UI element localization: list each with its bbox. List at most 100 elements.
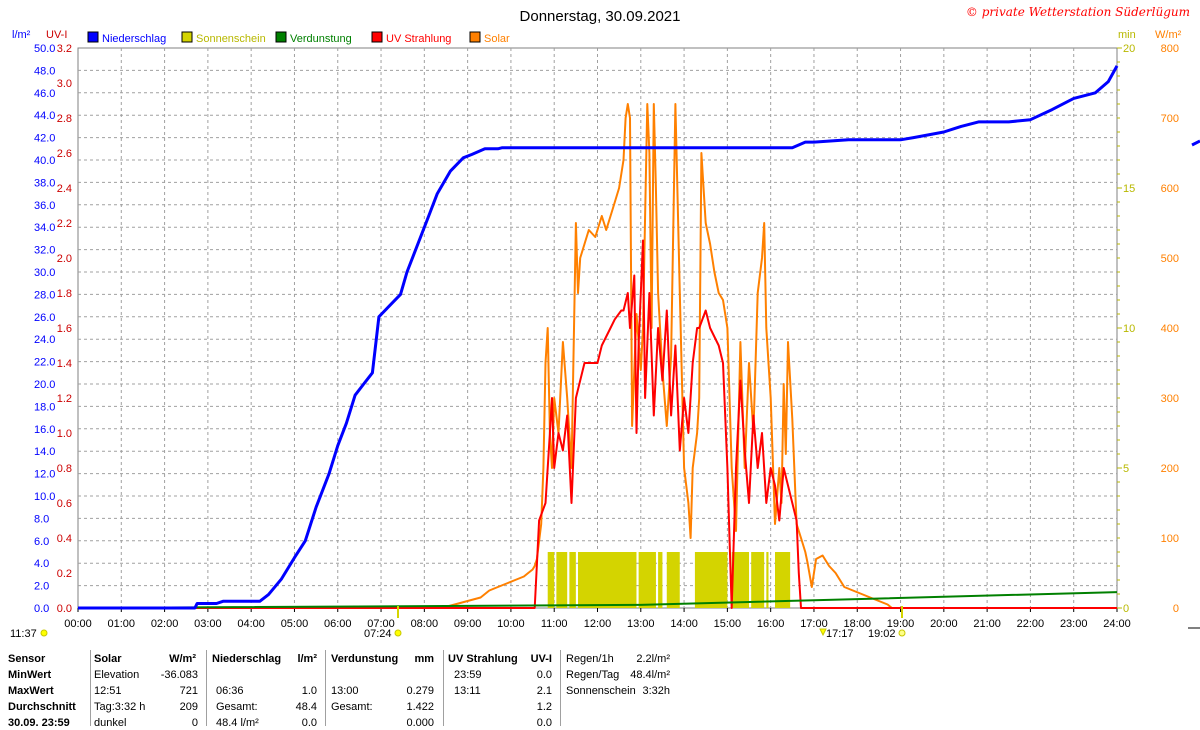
x-tick-label: 01:00 (108, 618, 136, 630)
stats-regen-value: 3:32h (642, 685, 670, 697)
sun-marker (40, 629, 48, 637)
precip-tick-label: 0.0 (34, 603, 49, 615)
sun-tick-label: 0 (1123, 603, 1129, 615)
stats-header-sensor: Sensor (8, 653, 46, 665)
x-tick-label: 06:00 (324, 618, 352, 630)
sunshine-bar (751, 552, 765, 608)
stats-unit-uv: UV-I (530, 653, 552, 665)
precip-tick-label: 8.0 (34, 513, 49, 525)
table-divider (443, 650, 444, 726)
uv-tick-label: 2.0 (57, 253, 72, 265)
stats-evap-label: Gesamt: (331, 701, 373, 713)
sun-tick-label: 15 (1123, 183, 1135, 195)
uv-tick-label: 1.8 (57, 288, 72, 300)
uv-tick-label: 1.2 (57, 393, 72, 405)
uv-tick-label: 0.4 (57, 533, 72, 545)
stats-precip-label: 06:36 (216, 685, 244, 697)
stats-regen-value: 2.2l/m² (636, 653, 670, 665)
weather-chart: 0.0 2.0 4.0 6.0 8.0 10.0 12.0 14.0 16.0 18.0 20.0 2… (10, 5, 1200, 640)
x-tick-label: 24:00 (1103, 618, 1131, 630)
stats-evap-value: 0.000 (406, 717, 434, 729)
stats-unit-evap: mm (414, 653, 434, 665)
precip-tick-label: 18.0 (34, 401, 55, 413)
x-tick-label: 02:00 (151, 618, 179, 630)
precip-tick-label: 26.0 (34, 312, 55, 324)
stats-precip-label: 48.4 l/m² (216, 717, 259, 729)
sun-marker (898, 629, 906, 637)
x-tick-label: 22:00 (1017, 618, 1045, 630)
stats-uv-label: 13:11 (454, 685, 481, 697)
precip-tick-label: 2.0 (34, 581, 49, 593)
stats-unit-solar: W/m² (169, 653, 196, 665)
sunshine-bar (547, 552, 555, 608)
precip-tick-label: 22.0 (34, 357, 55, 369)
x-tick-label: 12:00 (584, 618, 612, 630)
sunshine-bar (569, 552, 576, 608)
sunshine-bar (578, 552, 637, 608)
legend-swatch (181, 31, 193, 43)
precip-tick-label: 46.0 (34, 88, 55, 100)
stats-header-evap: Verdunstung (331, 653, 399, 665)
sunshine-bar (731, 552, 750, 608)
chart-title: Donnerstag, 30.09.2021 (520, 8, 681, 25)
x-tick-label: 08:00 (411, 618, 439, 630)
stats-header-precip: Niederschlag (212, 653, 282, 665)
stats-precip-label: Gesamt: (216, 701, 258, 713)
time-label: 19:02 (868, 628, 896, 640)
stats-evap-label: 13:00 (331, 685, 359, 697)
sunshine-bar (556, 552, 568, 608)
stats-precip-value: 48.4 (295, 701, 317, 713)
statistics-table: Sensor MinWert MaxWert Durchschnitt 30.09. 2… (0, 648, 1200, 729)
uv-tick-label: 0.6 (57, 498, 72, 510)
x-tick-label: 18:00 (843, 618, 871, 630)
stats-header-uv: UV Strahlung (448, 653, 518, 665)
stats-uv-value: 0.0 (536, 717, 552, 729)
table-divider (325, 650, 326, 726)
legend-swatch (275, 31, 287, 43)
solar-tick-label: 500 (1161, 253, 1179, 265)
sunrise-label: 11:37 (10, 628, 37, 640)
stats-row-label: Durchschnitt (8, 701, 76, 713)
precip-tick-label: 10.0 (34, 491, 55, 503)
watermark: © private Wetterstation Süderlügum (966, 5, 1190, 19)
table-divider (206, 650, 207, 726)
solar-tick-label: 0 (1173, 603, 1179, 615)
stats-regen-value: 48.4l/m² (630, 669, 670, 681)
precip-tick-label: 24.0 (34, 334, 55, 346)
precip-tick-label: 30.0 (34, 267, 55, 279)
legend-label: Verdunstung (290, 33, 352, 45)
stats-uv-value: 0.0 (536, 669, 552, 681)
x-tick-label: 13:00 (627, 618, 655, 630)
legend-label: Sonnenschein (196, 33, 266, 45)
x-tick-label: 15:00 (714, 618, 742, 630)
stats-uv-value: 1.2 (536, 701, 552, 713)
table-divider (560, 650, 561, 726)
uv-tick-label: 0.8 (57, 463, 72, 475)
sunshine-bar (694, 552, 728, 608)
sun-marker (394, 629, 402, 637)
precip-tick-label: 34.0 (34, 222, 55, 234)
x-tick-label: 17:00 (800, 618, 828, 630)
precip-tick-label: 28.0 (34, 289, 55, 301)
x-tick-label: 20:00 (930, 618, 958, 630)
time-label: 17:17 (826, 628, 854, 640)
precip-edge-mark (1191, 139, 1200, 147)
precip-tick-label: 50.0 (34, 43, 55, 55)
stats-header-solar: Solar (94, 653, 122, 665)
precip-tick-label: 38.0 (34, 177, 55, 189)
solar-tick-label: 200 (1161, 463, 1179, 475)
stats-solar-label: 12:51 (94, 685, 122, 697)
legend-swatch (87, 31, 99, 43)
uv-tick-label: 3.0 (57, 78, 72, 90)
uv-tick-label: 2.2 (57, 218, 72, 230)
stats-row-label: MinWert (8, 669, 52, 681)
stats-uv-value: 2.1 (536, 685, 552, 697)
x-tick-label: 11:00 (541, 618, 568, 630)
uv-tick-label: 0.0 (57, 603, 72, 615)
stats-solar-value: 0 (191, 717, 198, 729)
stats-row-label: MaxWert (8, 685, 54, 697)
stats-precip-value: 1.0 (301, 685, 317, 697)
x-tick-label: 04:00 (237, 618, 265, 630)
x-tick-label: 03:00 (194, 618, 222, 630)
x-tick-label: 07:00 (367, 618, 395, 630)
